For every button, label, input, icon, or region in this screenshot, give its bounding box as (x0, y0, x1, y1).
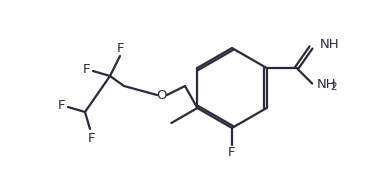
Text: 2: 2 (330, 81, 337, 92)
Text: NH: NH (317, 78, 337, 91)
Text: F: F (82, 62, 90, 76)
Text: F: F (228, 147, 236, 160)
Text: F: F (87, 132, 95, 145)
Text: NH: NH (320, 38, 339, 51)
Text: F: F (117, 41, 125, 54)
Text: F: F (57, 99, 65, 111)
Text: O: O (157, 89, 167, 102)
